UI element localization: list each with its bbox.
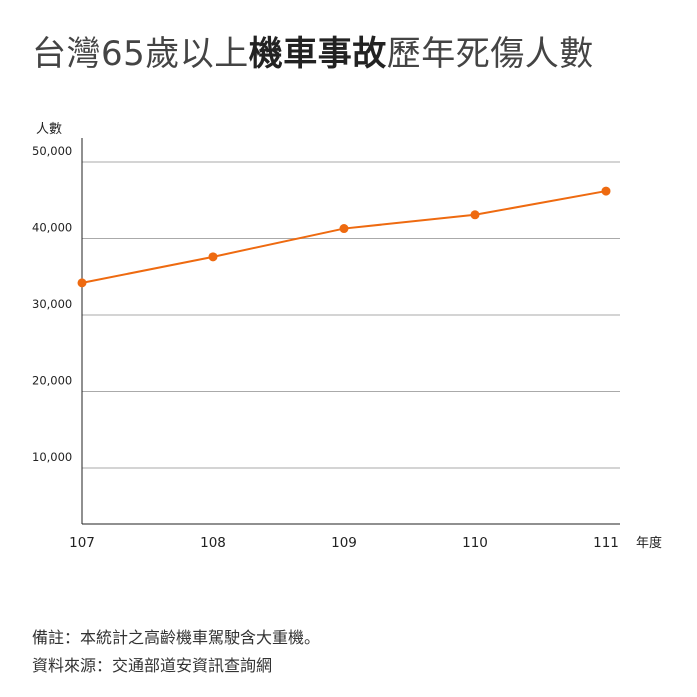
y-tick-label: 20,000 (32, 374, 72, 388)
x-tick-label: 108 (200, 535, 226, 551)
footnotes: 備註：本統計之高齡機車駕駛含大重機。 資料來源：交通部道安資訊查詢網 (32, 624, 320, 680)
data-point (601, 186, 611, 196)
x-axis-label: 年度 (636, 535, 662, 551)
y-tick-label: 30,000 (32, 297, 72, 311)
x-tick-label: 109 (331, 535, 357, 551)
data-point (470, 210, 480, 220)
note-text: 備註：本統計之高齡機車駕駛含大重機。 (32, 628, 321, 647)
series-line (81, 190, 607, 284)
y-tick-label: 10,000 (32, 450, 72, 464)
title-part1: 台灣65歲以上 (32, 34, 249, 74)
y-tick-label: 40,000 (32, 221, 72, 235)
data-point (208, 252, 218, 262)
x-tick-label: 111 (593, 535, 619, 551)
data-point (77, 278, 87, 288)
y-tick-label: 50,000 (32, 144, 72, 158)
x-tick-label: 110 (462, 535, 488, 551)
y-axis-label: 人數 (36, 122, 62, 137)
source-text: 資料來源：交通部道安資訊查詢網 (32, 656, 273, 675)
title-highlight: 機車事故 (248, 34, 387, 74)
title-part2: 歷年死傷人數 (386, 34, 594, 74)
x-tick-label: 107 (69, 535, 95, 551)
data-point (339, 224, 349, 234)
chart-title: 台灣65歲以上機車事故歷年死傷人數 (32, 26, 594, 75)
